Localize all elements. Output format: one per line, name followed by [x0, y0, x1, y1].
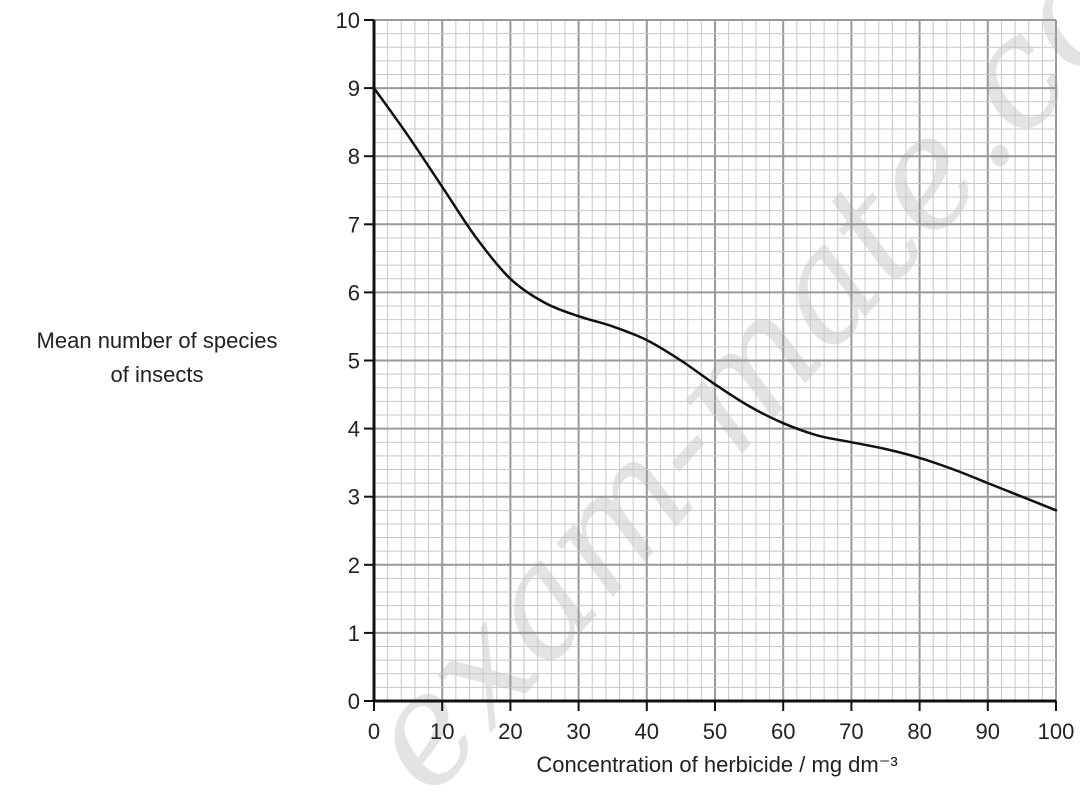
- y-tick-label: 8: [348, 144, 360, 169]
- y-tick-label: 4: [348, 417, 360, 442]
- y-tick-label: 6: [348, 280, 360, 305]
- x-tick-label: 100: [1038, 719, 1075, 744]
- y-tick-label: 1: [348, 621, 360, 646]
- y-axis-title-line-2: of insects: [111, 362, 204, 387]
- x-tick-label: 0: [368, 719, 380, 744]
- x-tick-label: 20: [498, 719, 522, 744]
- grid: [373, 19, 1057, 702]
- x-tick-label: 60: [771, 719, 795, 744]
- y-tick-label: 9: [348, 76, 360, 101]
- y-tick-label: 2: [348, 553, 360, 578]
- x-tick-label: 50: [703, 719, 727, 744]
- y-tick-label: 5: [348, 349, 360, 374]
- x-tick-label: 10: [430, 719, 454, 744]
- x-tick-label: 80: [907, 719, 931, 744]
- x-tick-label: 90: [976, 719, 1000, 744]
- y-tick-label: 0: [348, 689, 360, 714]
- x-tick-label: 30: [566, 719, 590, 744]
- y-tick-label: 7: [348, 212, 360, 237]
- x-tick-label: 70: [839, 719, 863, 744]
- x-axis-title: Concentration of herbicide / mg dm⁻³: [536, 752, 897, 777]
- y-tick-label: 3: [348, 485, 360, 510]
- y-tick-label: 10: [336, 8, 360, 33]
- series-line: [372, 86, 1058, 512]
- watermark: exam-mate.com: [327, 0, 1080, 805]
- x-tick-label: 40: [635, 719, 659, 744]
- y-axis-title-line-1: Mean number of species: [37, 328, 278, 353]
